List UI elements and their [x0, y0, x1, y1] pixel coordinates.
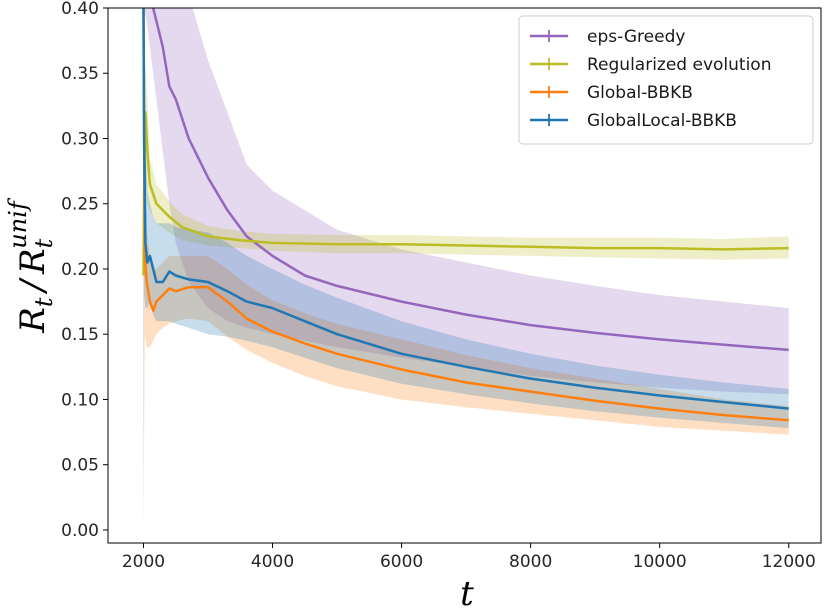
legend-box: [518, 15, 814, 145]
x-tick-label: 4000: [251, 552, 294, 572]
ylabel-den-main: R: [13, 248, 53, 275]
confidence-bands: [143, 8, 789, 530]
ylabel-den-sub: t: [30, 238, 58, 248]
series-lines: [142, 8, 789, 422]
y-tick-label: 0.15: [61, 325, 99, 345]
y-tick-label: 0.05: [61, 456, 99, 476]
x-axis-ticks: 2000 4000 6000 8000 10000 12000: [122, 543, 816, 572]
plot-frame: [107, 7, 822, 544]
ylabel-den-sup: unif: [4, 197, 32, 249]
band-2: [143, 8, 789, 530]
y-tick-label: 0.00: [61, 521, 99, 541]
ylabel-sep: /: [13, 276, 53, 294]
x-tick-label: 12000: [762, 552, 816, 572]
y-tick-label: 0.30: [61, 129, 99, 149]
series-line-2: [142, 8, 789, 422]
y-tick-label: 0.25: [61, 195, 99, 215]
x-tick-label: 2000: [122, 552, 165, 572]
legend-label-1: Regularized evolution: [587, 55, 772, 75]
legend: eps-Greedy Regularized evolution Global-BB…: [518, 15, 814, 145]
svg-text:Rt/Rtunif: Rt/Rtunif: [4, 197, 58, 334]
y-tick-label: 0.40: [61, 0, 99, 19]
series-line-1: [142, 111, 789, 276]
band-1: [143, 60, 789, 283]
x-tick-label: 8000: [509, 552, 552, 572]
x-axis-label: t: [460, 574, 474, 614]
band-3: [143, 8, 789, 530]
legend-label-0: eps-Greedy: [587, 27, 685, 47]
ylabel-sub: t: [30, 297, 58, 307]
y-axis-label: Rt/Rtunif: [4, 197, 58, 334]
legend-label-2: Global-BBKB: [587, 83, 693, 103]
ylabel-main: R: [13, 307, 53, 334]
y-tick-label: 0.35: [61, 64, 99, 84]
legend-label-3: GlobalLocal-BBKB: [587, 111, 737, 131]
x-tick-label: 10000: [633, 552, 687, 572]
y-tick-label: 0.20: [61, 260, 99, 280]
series-line-0: [143, 8, 789, 352]
band-0: [143, 8, 789, 395]
y-tick-label: 0.10: [61, 390, 99, 410]
series-line-3: [142, 8, 789, 410]
x-tick-label: 6000: [380, 552, 423, 572]
y-axis-ticks: 0.00 0.05 0.10 0.15 0.20 0.25 0.30 0.35 0.40: [61, 0, 108, 541]
